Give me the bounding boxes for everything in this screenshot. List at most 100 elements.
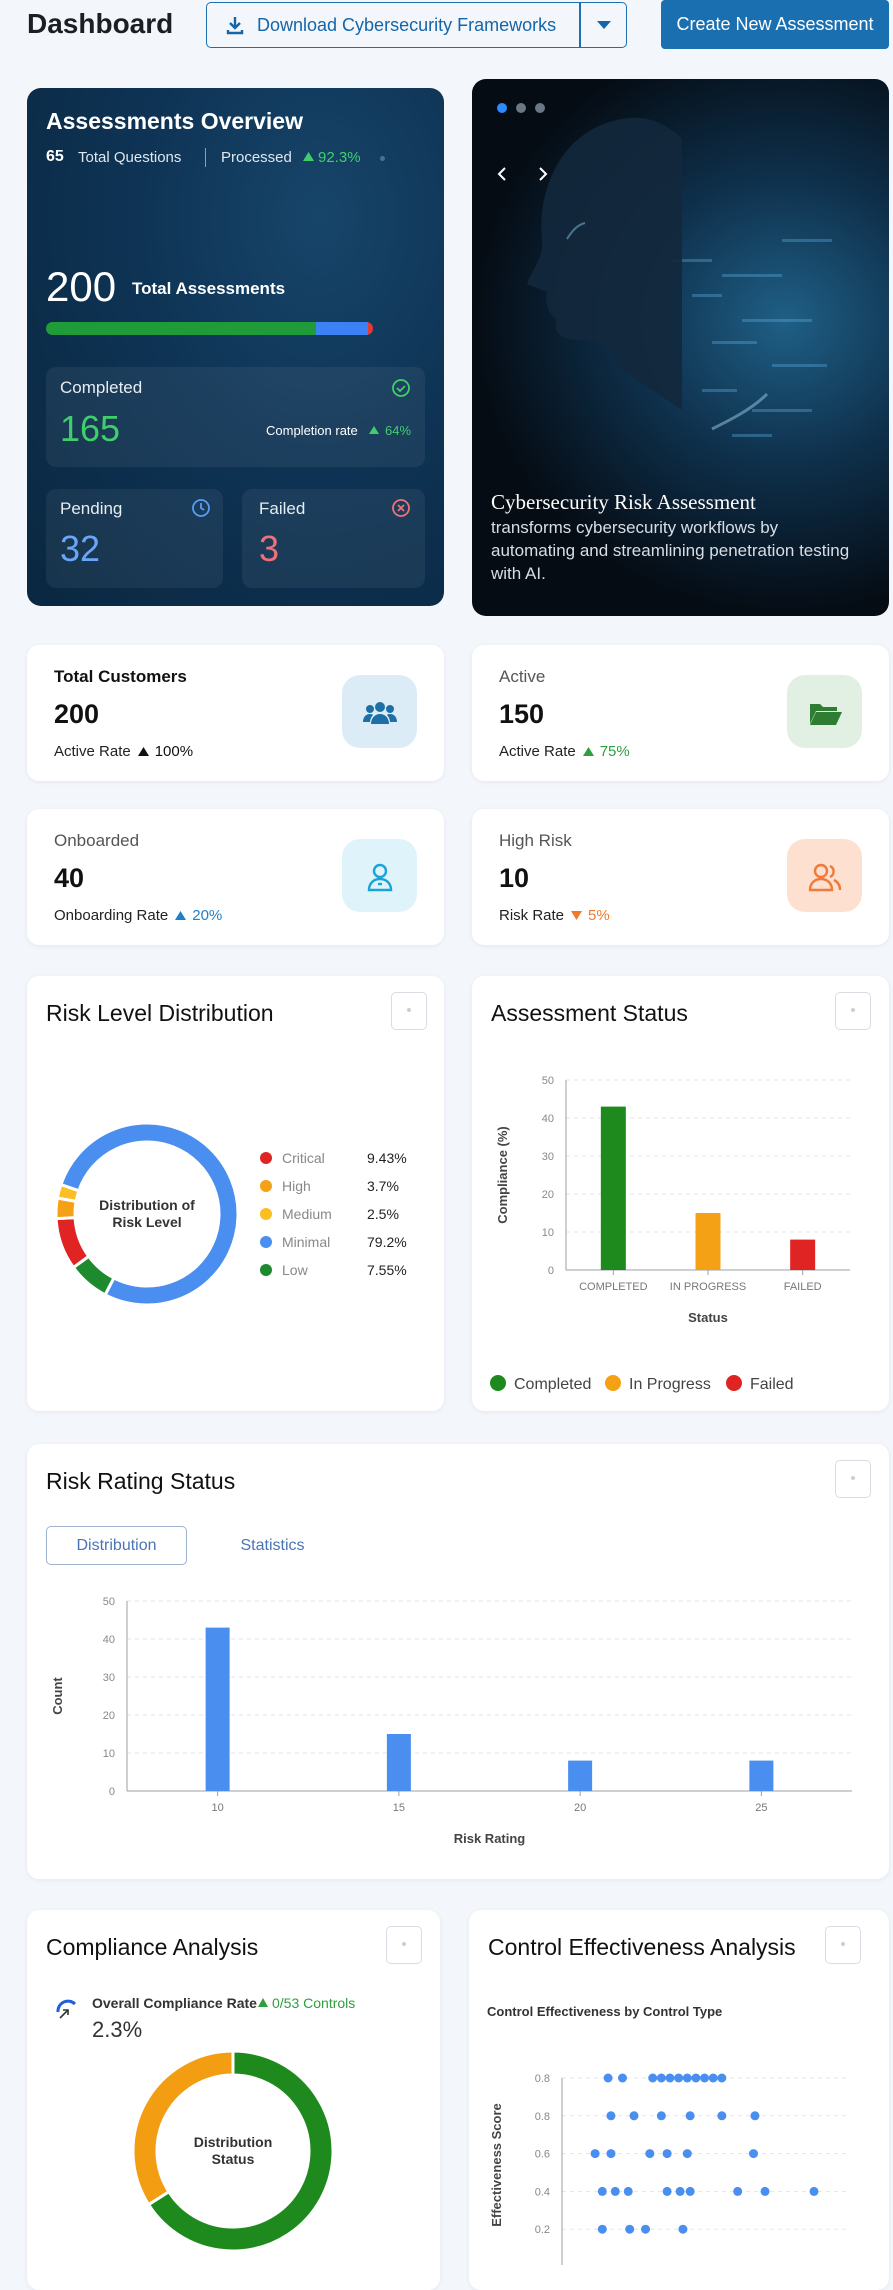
value-label: 7.55%	[367, 1262, 407, 1278]
carousel-dot[interactable]	[535, 103, 545, 113]
scatter-point	[662, 2186, 672, 2196]
tab[interactable]: Distribution	[46, 1526, 187, 1565]
up-arrow	[369, 426, 379, 434]
y-tick-label: 30	[103, 1672, 115, 1684]
icon-shape	[303, 152, 314, 161]
create-button[interactable]: Create New Assessment	[661, 0, 889, 49]
dropdown-button[interactable]	[580, 2, 627, 48]
icon-shape	[200, 503, 205, 511]
legend-label: Completed	[514, 1376, 591, 1393]
legend-swatch	[260, 1152, 272, 1164]
page-title: Dashboard	[27, 8, 174, 39]
chart-title: Assessment Status	[491, 1000, 688, 1026]
x-axis-label: Risk Rating	[454, 1831, 526, 1846]
y-tick-label: 40	[542, 1113, 554, 1125]
y-tick-label: 10	[103, 1748, 115, 1760]
icon-shape	[692, 294, 722, 297]
total-questions-label: Total Questions	[78, 149, 182, 166]
bar	[695, 1213, 721, 1270]
scatter-point	[648, 2073, 658, 2083]
prev-arrow[interactable]	[496, 166, 508, 182]
total-assessments: 200	[46, 263, 117, 310]
legend-swatch	[260, 1236, 272, 1248]
scatter-point	[629, 2111, 639, 2121]
x-tick-label: 10	[212, 1802, 224, 1814]
icon-shape	[367, 877, 392, 891]
total-questions: 65	[46, 148, 64, 165]
donut-segment	[146, 2049, 335, 2253]
x-tick-label: FAILED	[784, 1281, 822, 1293]
menu-button[interactable]	[391, 992, 427, 1030]
carousel-dot[interactable]	[516, 103, 526, 113]
icon-shape	[369, 426, 379, 434]
icon-shape	[226, 17, 244, 35]
download-button[interactable]: Download Cybersecurity Frameworks	[206, 2, 580, 48]
stat-card: Total Customers 200 Active Rate 100%	[27, 645, 444, 781]
bar	[600, 1106, 626, 1270]
stat-title: Onboarded	[54, 831, 140, 850]
completion-rate: 64%	[385, 423, 412, 438]
total-assessments-label: Total Assessments	[132, 279, 286, 298]
bar	[568, 1760, 593, 1791]
chart-title: Risk Rating Status	[46, 1468, 236, 1494]
icon-shape	[702, 389, 737, 392]
next-arrow[interactable]	[537, 166, 549, 182]
stat-value: 10	[499, 863, 530, 893]
menu-button[interactable]	[835, 1460, 871, 1498]
overview-title: Assessments Overview	[46, 108, 303, 134]
legend-swatch	[726, 1375, 742, 1391]
y-tick-label: 0.2	[535, 2224, 550, 2236]
icon-shape	[808, 877, 833, 891]
failed-box	[242, 489, 425, 588]
completed-box	[46, 367, 425, 467]
icon-shape	[385, 704, 394, 713]
icon-shape	[828, 864, 841, 890]
icon-shape	[772, 364, 827, 367]
menu-button[interactable]	[835, 992, 871, 1030]
tab[interactable]: Statistics	[240, 1536, 305, 1554]
scatter-point	[674, 2073, 684, 2083]
x-tick-label: 20	[574, 1802, 586, 1814]
menu-button[interactable]	[825, 1926, 861, 1964]
value-label: 2.5%	[367, 1206, 399, 1222]
processed-label: Processed	[221, 149, 292, 166]
up-arrow	[258, 1998, 268, 2007]
chart-card: Risk Rating Status Distribution Statistics	[27, 1444, 889, 1879]
scatter-point	[603, 2073, 613, 2083]
x-tick-label: 15	[393, 1802, 405, 1814]
icon-shape	[732, 434, 772, 437]
y-tick-label: 50	[542, 1075, 554, 1087]
clock-icon	[192, 499, 210, 517]
scatter-point	[623, 2186, 633, 2196]
progress-bar	[46, 322, 373, 335]
completed-value: 165	[60, 408, 121, 449]
legend-swatch	[260, 1264, 272, 1276]
failed-label: Failed	[259, 499, 306, 518]
menu-button[interactable]	[386, 1926, 422, 1964]
scatter-point	[708, 2073, 718, 2083]
carousel-dot[interactable]	[497, 103, 507, 113]
progress-segment	[46, 322, 316, 335]
stat-rate-row: Active Rate 75%	[499, 743, 630, 760]
scatter-point	[750, 2111, 760, 2121]
chart-card: Control Effectiveness Analysis	[469, 1910, 889, 2290]
stat-value: 150	[499, 699, 545, 729]
icon-shape	[539, 167, 548, 181]
stat-icon	[367, 863, 392, 891]
scatter-point	[590, 2149, 600, 2159]
trend-arrow	[582, 747, 594, 756]
legend-label: Low	[282, 1262, 309, 1278]
chart-title: Control Effectiveness Analysis	[488, 1934, 796, 1960]
bar	[386, 1734, 411, 1791]
scatter-point	[682, 2073, 692, 2083]
legend-label: High	[282, 1178, 311, 1194]
y-tick-label: 20	[542, 1189, 554, 1201]
donut-segment	[71, 1254, 116, 1297]
icon-shape	[813, 863, 828, 878]
scatter-point	[665, 2073, 675, 2083]
scatter-point	[656, 2073, 666, 2083]
scatter-point	[717, 2111, 727, 2121]
y-axis-label: Effectiveness Score	[489, 2103, 504, 2227]
chart-title: Risk Level Distribution	[46, 1000, 274, 1026]
